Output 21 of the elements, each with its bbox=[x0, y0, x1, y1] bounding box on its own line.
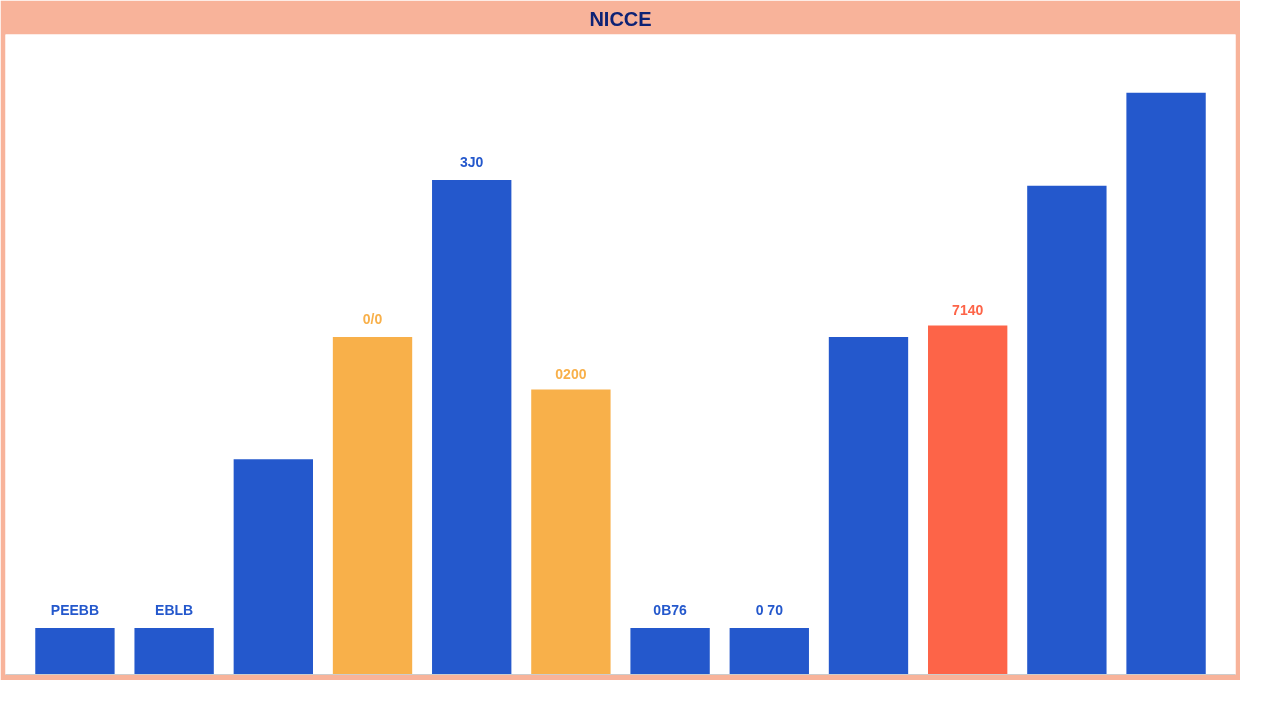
bar bbox=[432, 179, 512, 675]
bar bbox=[729, 627, 809, 675]
bar bbox=[134, 627, 214, 675]
annotation: 0 70 bbox=[755, 601, 784, 618]
bar bbox=[233, 459, 313, 675]
bar bbox=[828, 337, 909, 675]
annotation: EBLB bbox=[155, 601, 194, 618]
chart-title: NICCE bbox=[589, 7, 652, 30]
bar bbox=[1126, 92, 1206, 675]
annotation: 7140 bbox=[952, 302, 984, 319]
annotation: 0B76 bbox=[653, 601, 688, 618]
bar bbox=[1027, 185, 1107, 675]
bar bbox=[928, 325, 1008, 675]
bar bbox=[35, 627, 115, 675]
annotation: 0/0 bbox=[362, 311, 383, 328]
annotation: 0200 bbox=[555, 366, 587, 383]
bar bbox=[630, 627, 710, 675]
annotation: 3J0 bbox=[460, 153, 484, 170]
annotation: PEEBB bbox=[50, 601, 100, 618]
bar bbox=[332, 337, 413, 675]
bar bbox=[531, 389, 611, 675]
